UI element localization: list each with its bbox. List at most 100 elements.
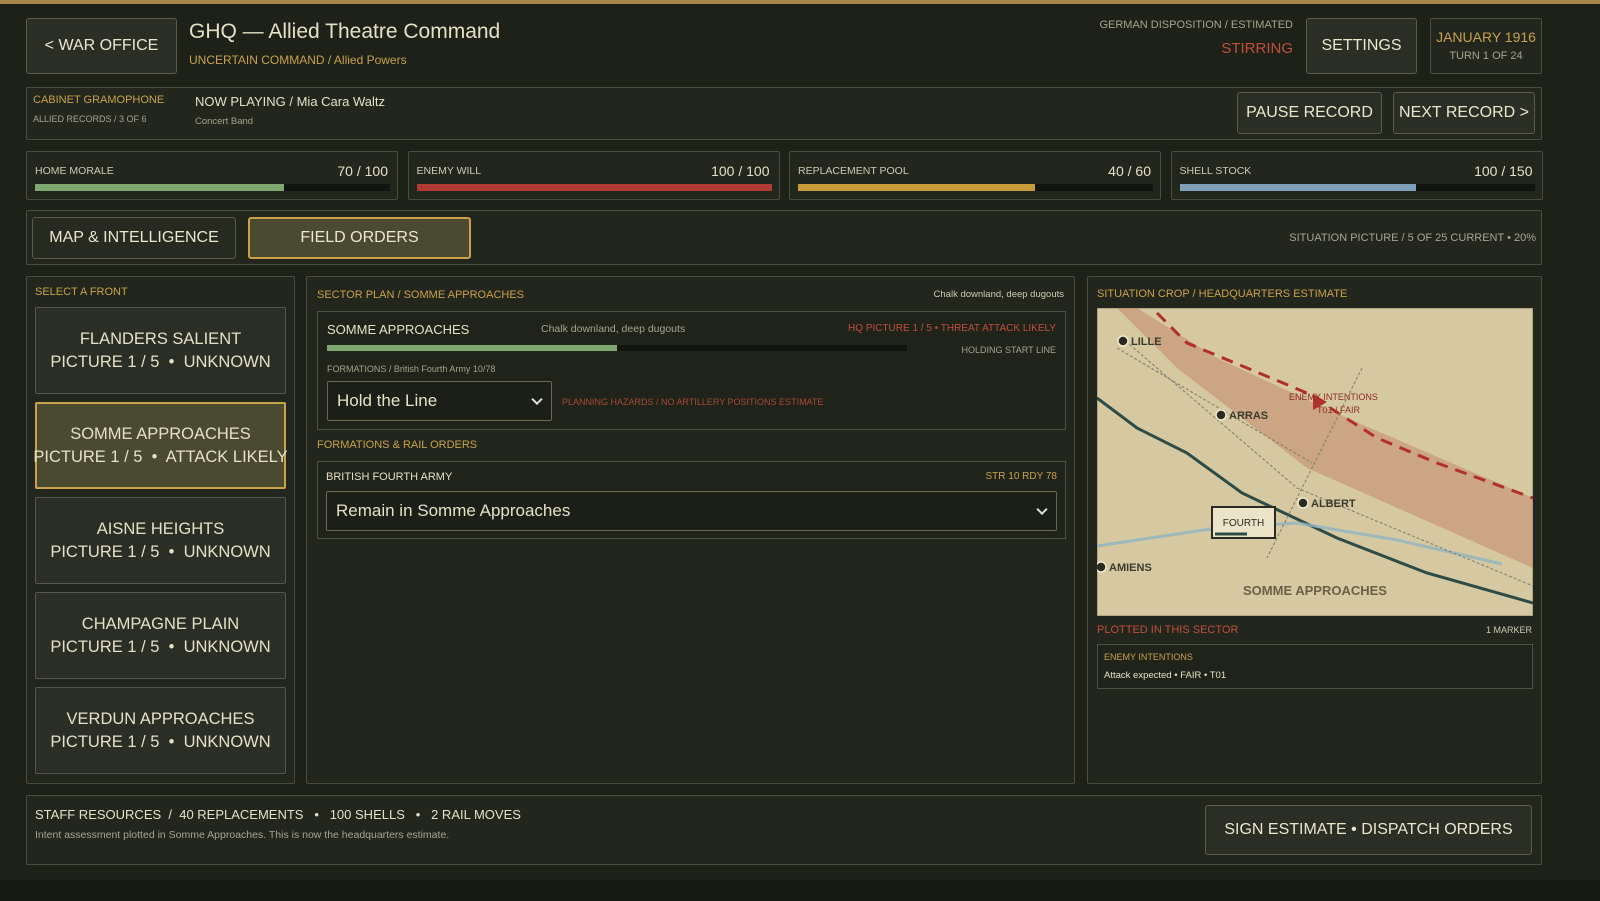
turn: TURN 1 OF 24	[1449, 50, 1523, 62]
sign-button[interactable]: SIGN ESTIMATE • DISPATCH ORDERS	[1205, 805, 1532, 855]
stat-bar	[798, 184, 1035, 191]
stat-value: 100 / 150	[1474, 163, 1533, 179]
bottom-strip	[0, 880, 1600, 901]
army-order-select[interactable]: Remain in Somme Approaches	[326, 491, 1057, 531]
intent-sub: T01 / FAIR	[1317, 405, 1361, 415]
army: BRITISH FOURTH ARMY	[326, 471, 453, 483]
stat-label: REPLACEMENT POOL	[798, 165, 909, 177]
formations: FORMATIONS / British Fourth Army 10/78	[327, 364, 496, 374]
date-box: JANUARY 1916 TURN 1 OF 24	[1430, 18, 1542, 74]
stat-track	[1179, 184, 1535, 191]
rail-title: FORMATIONS & RAIL ORDERS	[317, 439, 478, 451]
front-status: PICTURE 1 / 5 • UNKNOWN	[50, 637, 271, 656]
date: JANUARY 1916	[1436, 29, 1536, 45]
stat-panel: SHELL STOCK 100 / 150	[1170, 151, 1543, 200]
stat-label: SHELL STOCK	[1179, 165, 1252, 177]
sector-name: SOMME APPROACHES	[327, 322, 470, 337]
stat-value: 40 / 60	[1108, 163, 1151, 179]
stat-track	[798, 184, 1153, 191]
picture-fill	[327, 345, 617, 351]
front-name: SOMME APPROACHES	[70, 424, 251, 443]
situation-picture: SITUATION PICTURE / 5 OF 25 CURRENT • 20…	[1289, 232, 1536, 244]
disposition-label: GERMAN DISPOSITION / ESTIMATED	[1099, 19, 1293, 31]
sector-terrain: Chalk downland, deep dugouts	[541, 323, 686, 335]
stat-bar	[416, 184, 772, 191]
intent-label: ENEMY INTENTIONS	[1289, 392, 1378, 402]
front-button[interactable]: VERDUN APPROACHES PICTURE 1 / 5 • UNKNOWN	[35, 687, 286, 774]
picture-track	[327, 345, 907, 351]
front-status: PICTURE 1 / 5 • UNKNOWN	[50, 542, 271, 561]
town-label: ALBERT	[1311, 498, 1356, 510]
sector-title: SECTOR PLAN / SOMME APPROACHES	[317, 289, 525, 301]
front-name: AISNE HEIGHTS	[96, 519, 225, 538]
stat-bar	[35, 184, 284, 191]
card-title: ENEMY INTENTIONS	[1104, 652, 1193, 662]
front-button[interactable]: CHAMPAGNE PLAIN PICTURE 1 / 5 • UNKNOWN	[35, 592, 286, 679]
army-stats: STR 10 RDY 78	[985, 471, 1057, 482]
stat-label: ENEMY WILL	[416, 165, 482, 177]
now-playing: NOW PLAYING / Mia Cara Waltz	[195, 94, 385, 109]
stat-panel: ENEMY WILL 100 / 100	[407, 151, 780, 200]
plan-select[interactable]: Hold the Line	[327, 381, 552, 421]
next-button[interactable]: NEXT RECORD >	[1393, 92, 1535, 134]
hazards: PLANNING HAZARDS / NO ARTILLERY POSITION…	[562, 397, 824, 407]
town-label: ARRAS	[1229, 410, 1268, 422]
card-text: Attack expected • FAIR • T01	[1104, 670, 1227, 681]
unit-label: FOURTH	[1223, 518, 1264, 529]
stat-value: 100 / 100	[711, 163, 770, 179]
stat-track	[35, 184, 390, 191]
fronts-title: SELECT A FRONT	[35, 286, 128, 298]
back-button[interactable]: < WAR OFFICE	[26, 18, 177, 74]
settings-button[interactable]: SETTINGS	[1306, 18, 1417, 74]
front-name: FLANDERS SALIENT	[79, 329, 242, 348]
terrain-note: Chalk downland, deep dugouts	[933, 289, 1064, 300]
front-status: PICTURE 1 / 5 • UNKNOWN	[50, 352, 271, 371]
map: LILLE ARRAS ALBERT AMIENS ENEMY INTENTIO…	[1097, 308, 1533, 616]
pause-button[interactable]: PAUSE RECORD	[1237, 92, 1382, 134]
start-line: HOLDING START LINE	[961, 345, 1056, 355]
front-line	[1097, 396, 1533, 605]
records: ALLIED RECORDS / 3 OF 6	[33, 114, 147, 124]
front-status: PICTURE 1 / 5 • UNKNOWN	[50, 732, 271, 751]
stat-track	[416, 184, 772, 191]
front-status: PICTURE 1 / 5 • ATTACK LIKELY	[33, 447, 288, 466]
river	[1097, 521, 1503, 566]
stat-panel: REPLACEMENT POOL 40 / 60	[789, 151, 1161, 200]
top-rule	[0, 0, 1600, 4]
stat-panel: HOME MORALE 70 / 100	[26, 151, 398, 200]
army-card: BRITISH FOURTH ARMY STR 10 RDY 78 Remain…	[317, 461, 1066, 539]
stat-label: HOME MORALE	[35, 165, 114, 177]
town-markers	[1097, 335, 1309, 573]
front-button[interactable]: SOMME APPROACHES PICTURE 1 / 5 • ATTACK L…	[33, 402, 288, 489]
front-name: VERDUN APPROACHES	[66, 709, 255, 728]
sector-panel: SECTOR PLAN / SOMME APPROACHES Chalk dow…	[306, 276, 1075, 784]
threat-zone	[1117, 308, 1533, 568]
disposition: STIRRING	[1221, 40, 1293, 57]
map-panel: SITUATION CROP / HEADQUARTERS ESTIMATE L…	[1087, 276, 1542, 784]
front-button[interactable]: FLANDERS SALIENT PICTURE 1 / 5 • UNKNOWN	[35, 307, 286, 394]
map-title: SITUATION CROP / HEADQUARTERS ESTIMATE	[1097, 288, 1348, 300]
intent-card: ENEMY INTENTIONS Attack expected • FAIR …	[1097, 644, 1533, 689]
tab-active[interactable]: FIELD ORDERS	[248, 217, 471, 259]
sector-card: SOMME APPROACHES Chalk downland, deep du…	[317, 311, 1066, 430]
title: GHQ — Allied Theatre Command	[189, 20, 501, 43]
town-label: LILLE	[1131, 336, 1162, 348]
tab[interactable]: MAP & INTELLIGENCE	[32, 217, 236, 259]
front-button[interactable]: AISNE HEIGHTS PICTURE 1 / 5 • UNKNOWN	[35, 497, 286, 584]
intent-marker	[1313, 394, 1327, 410]
subtitle: UNCERTAIN COMMAND / Allied Powers	[189, 53, 407, 67]
marker-count: 1 MARKER	[1485, 625, 1532, 635]
threat: HQ PICTURE 1 / 5 • THREAT ATTACK LIKELY	[848, 323, 1056, 334]
stat-value: 70 / 100	[337, 163, 388, 179]
footer-note: Intent assessment plotted in Somme Appro…	[35, 829, 450, 841]
resources: STAFF RESOURCES / 40 REPLACEMENTS • 100 …	[35, 807, 521, 822]
town-label: AMIENS	[1109, 562, 1152, 574]
plotted: PLOTTED IN THIS SECTOR	[1097, 624, 1239, 636]
region-label: SOMME APPROACHES	[1243, 583, 1387, 598]
front-name: CHAMPAGNE PLAIN	[81, 614, 240, 633]
rail	[1116, 337, 1533, 587]
stat-bar	[1179, 184, 1417, 191]
gramophone-title: CABINET GRAMOPHONE	[33, 94, 165, 106]
artist: Concert Band	[195, 116, 254, 127]
